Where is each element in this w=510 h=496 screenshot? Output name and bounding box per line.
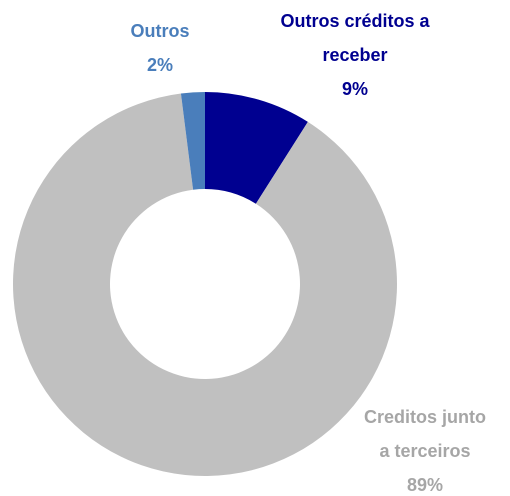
slice-value-label: 89% (407, 475, 443, 495)
slice-label: Outros (130, 21, 189, 41)
slice-label: Creditos junto a terceiros (364, 407, 486, 461)
slice-value-label: 9% (342, 79, 368, 99)
donut-slice (12, 93, 398, 476)
slice-label: Outros créditos a receber (280, 11, 430, 65)
donut-slice (180, 92, 205, 190)
slice-value-label: 2% (147, 55, 173, 75)
donut-slice (205, 92, 308, 204)
